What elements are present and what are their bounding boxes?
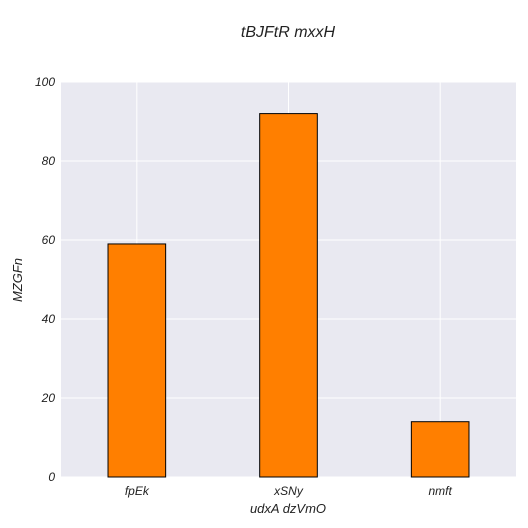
y-tick-label: 20 (41, 391, 56, 405)
y-axis-label: MZGFn (10, 258, 25, 302)
x-tick-label: nmft (428, 484, 452, 498)
bar-fpEk (107, 243, 167, 478)
x-axis-label: udxA dzVmO (250, 501, 326, 516)
bar-nmft (410, 421, 470, 478)
y-tick-label: 80 (42, 154, 56, 168)
y-axis-ticks: 0 20 40 60 80 100 (35, 75, 55, 484)
y-tick-label: 60 (42, 233, 56, 247)
bar-series (107, 113, 470, 478)
bar-xSNy (259, 113, 318, 478)
chart-title: tBJFtR mxxH (241, 24, 336, 41)
y-tick-label: 100 (35, 75, 55, 89)
y-tick-label: 40 (42, 312, 56, 326)
x-tick-label: xSNy (273, 484, 304, 498)
x-axis-ticks: fpEk xSNy nmft (125, 484, 453, 498)
y-tick-label: 0 (48, 470, 55, 484)
x-tick-label: fpEk (125, 484, 150, 498)
